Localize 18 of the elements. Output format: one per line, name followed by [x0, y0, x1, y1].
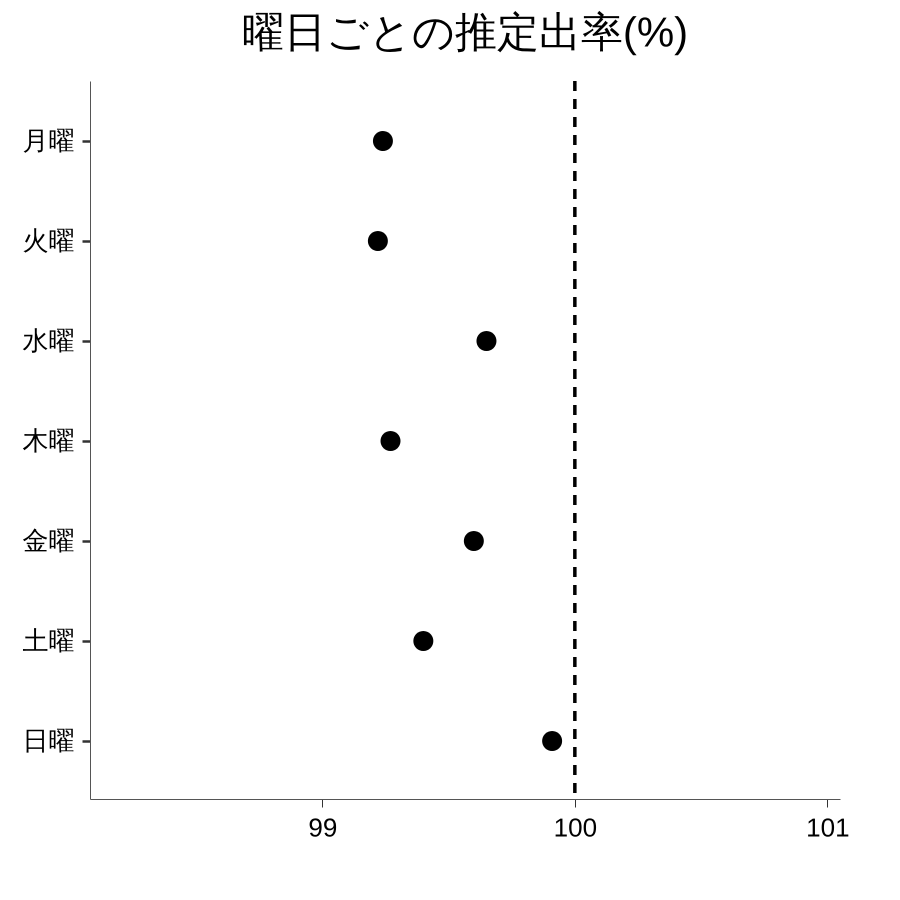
y-tick-label: 火曜	[22, 226, 74, 256]
y-tick-label: 日曜	[22, 726, 74, 756]
point	[476, 331, 496, 351]
y-tick-label: 水曜	[22, 326, 74, 356]
y-tick-label: 金曜	[22, 526, 74, 556]
point	[542, 731, 562, 751]
point	[372, 131, 393, 151]
point	[368, 231, 388, 251]
y-tick-label: 木曜	[22, 426, 74, 456]
y-tick-label: 土曜	[22, 626, 74, 656]
point	[413, 631, 434, 651]
x-tick-label: 101	[806, 812, 850, 842]
point	[380, 431, 401, 451]
y-tick-label: 月曜	[22, 126, 74, 156]
chart-title: 曜日ごとの推定出率(%)	[242, 8, 688, 56]
x-tick-label: 99	[308, 812, 338, 842]
point	[464, 531, 484, 551]
x-tick-label: 100	[554, 812, 598, 842]
